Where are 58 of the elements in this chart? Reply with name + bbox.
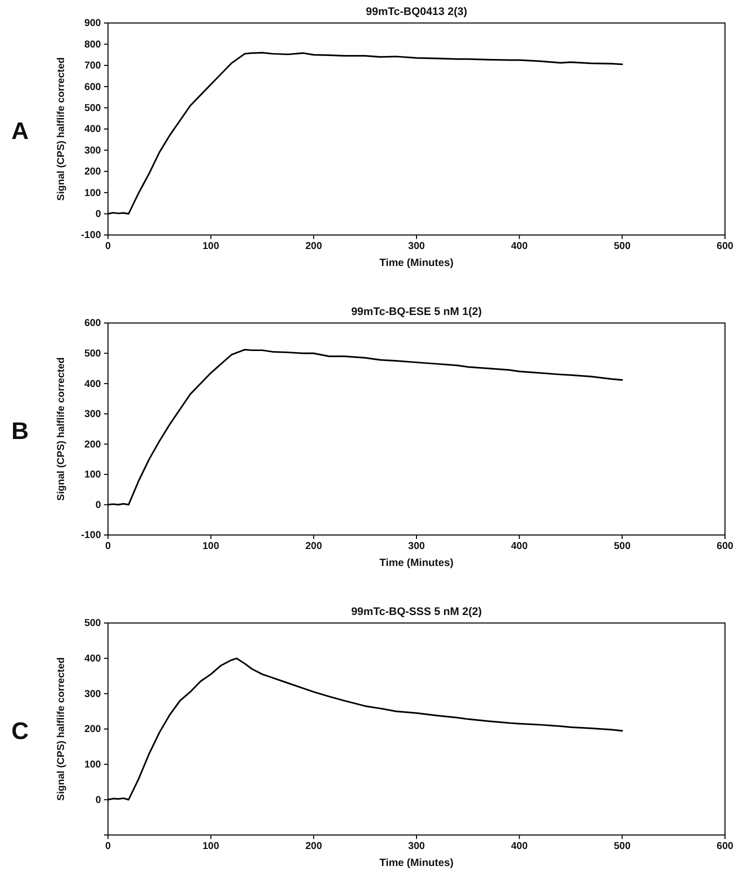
y-tick-label: 0 — [95, 500, 102, 511]
y-tick-label: 500 — [84, 348, 102, 360]
x-tick-label: 100 — [202, 541, 220, 552]
x-tick-label: 600 — [716, 241, 734, 252]
x-tick-label: 200 — [305, 241, 322, 252]
y-tick-label: 400 — [84, 654, 102, 665]
y-tick-label: 500 — [84, 618, 102, 630]
y-tick-label: 800 — [84, 39, 102, 50]
y-tick-label: -100 — [80, 530, 102, 542]
x-tick-label: 100 — [202, 841, 220, 852]
x-tick-label: 0 — [105, 241, 112, 252]
y-tick-label: 200 — [84, 439, 102, 450]
x-tick-label: 0 — [105, 841, 112, 852]
x-tick-label: 500 — [614, 541, 631, 552]
x-tick-label: 100 — [202, 241, 220, 252]
y-axis-title: Signal (CPS) halflife corrected — [56, 657, 67, 801]
y-tick-label: 300 — [84, 409, 102, 420]
y-tick-label: 600 — [84, 82, 102, 93]
y-axis-title: Signal (CPS) halflife corrected — [56, 357, 67, 501]
x-tick-label: 0 — [105, 541, 112, 552]
chart-title: 99mTc-BQ-ESE 5 nM 1(2) — [351, 306, 482, 318]
y-tick-label: 0 — [95, 794, 102, 806]
y-tick-label: 200 — [84, 166, 102, 178]
text: C — [11, 718, 29, 745]
x-tick-label: 600 — [716, 841, 734, 852]
y-tick-label: 400 — [84, 378, 102, 390]
y-tick-label: 300 — [84, 688, 102, 700]
x-tick-label: 500 — [614, 241, 631, 252]
y-tick-label: 300 — [84, 145, 102, 156]
x-tick-label: 400 — [510, 541, 528, 552]
y-tick-label: 100 — [84, 470, 102, 481]
y-tick-label: 100 — [84, 188, 102, 199]
x-tick-label: 300 — [408, 841, 426, 852]
x-tick-label: 600 — [716, 541, 734, 552]
y-tick-label: 400 — [84, 124, 102, 136]
x-tick-label: 200 — [305, 541, 322, 552]
y-tick-label: -100 — [80, 230, 102, 242]
x-axis-title: Time (Minutes) — [380, 557, 454, 569]
x-axis-title: Time (Minutes) — [380, 857, 454, 869]
chart-title: 99mTc-BQ-SSS 5 nM 2(2) — [351, 606, 482, 618]
text: A — [11, 118, 29, 145]
x-tick-label: 500 — [614, 841, 631, 852]
y-tick-label: 900 — [84, 18, 102, 30]
y-axis-title: Signal (CPS) halflife corrected — [56, 57, 67, 201]
x-tick-label: 400 — [510, 841, 528, 852]
x-tick-label: 400 — [510, 241, 528, 252]
x-tick-label: 200 — [305, 841, 322, 852]
x-axis-title: Time (Minutes) — [380, 257, 454, 269]
x-tick-label: 300 — [408, 541, 426, 552]
chart-title: 99mTc-BQ0413 2(3) — [366, 6, 468, 18]
y-tick-label: 500 — [84, 103, 102, 114]
text: B — [11, 418, 29, 445]
y-tick-label: 600 — [84, 318, 102, 330]
x-tick-label: 300 — [408, 241, 426, 252]
y-tick-label: 200 — [84, 724, 102, 736]
y-tick-label: 700 — [84, 60, 102, 72]
y-tick-label: 100 — [84, 760, 102, 771]
y-tick-label: 0 — [95, 209, 102, 220]
